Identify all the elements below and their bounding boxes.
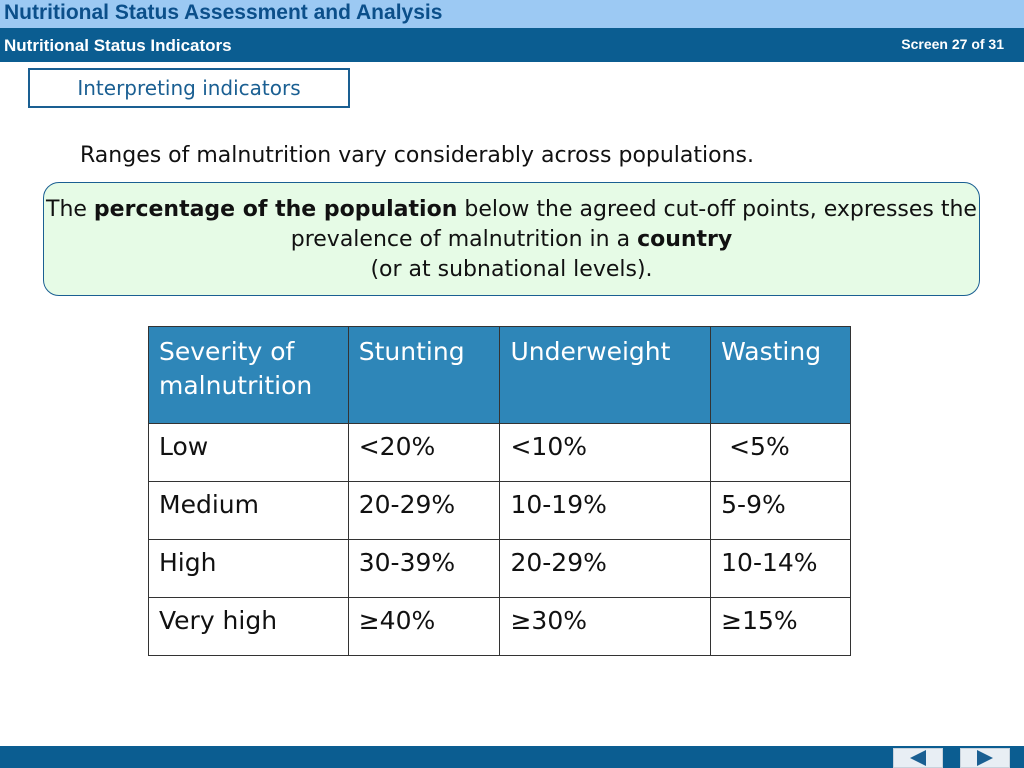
table-row: Low <20% <10% <5%: [148, 423, 851, 482]
header-severity: Severity of malnutrition: [148, 326, 349, 424]
callout-text-3: (or at subnational levels).: [370, 257, 653, 282]
table-cell: 10-14%: [710, 539, 851, 598]
table-cell: 20-29%: [347, 481, 501, 540]
table-cell: 5-9%: [710, 481, 851, 540]
table-row: Medium 20-29% 10-19% 5-9%: [148, 481, 851, 540]
intro-text: Ranges of malnutrition vary considerably…: [80, 143, 754, 168]
table-cell: <20%: [347, 423, 501, 482]
header-stunting: Stunting: [347, 326, 501, 424]
topic-label: Interpreting indicators: [77, 76, 301, 100]
table-cell: <10%: [499, 423, 712, 482]
footer-bar: [0, 746, 1024, 768]
header-underweight: Underweight: [499, 326, 712, 424]
table-cell: Low: [148, 423, 349, 482]
previous-screen-button[interactable]: [893, 748, 943, 768]
callout-bold-2: country: [637, 227, 733, 252]
table-cell: 20-29%: [499, 539, 712, 598]
table-header-row: Severity of malnutrition Stunting Underw…: [148, 326, 851, 424]
topic-box: Interpreting indicators: [28, 68, 350, 108]
definition-callout: The percentage of the population below t…: [43, 182, 980, 296]
table-cell: ≥15%: [710, 597, 851, 656]
course-title-bar: Nutritional Status Assessment and Analys…: [0, 0, 1024, 28]
callout-text-1: The: [46, 197, 94, 222]
table-cell: ≥30%: [499, 597, 712, 656]
screen-counter: Screen 27 of 31: [901, 36, 1004, 52]
callout-bold-1: percentage of the population: [93, 197, 458, 222]
table-cell: ≥40%: [347, 597, 501, 656]
table-row: High 30-39% 20-29% 10-14%: [148, 539, 851, 598]
next-screen-button[interactable]: [960, 748, 1010, 768]
section-title-bar: Nutritional Status Indicators Screen 27 …: [0, 28, 1024, 62]
table-cell: Very high: [148, 597, 349, 656]
table-cell: 10-19%: [499, 481, 712, 540]
table-cell: High: [148, 539, 349, 598]
triangle-left-icon: [910, 750, 926, 766]
header-wasting: Wasting: [710, 326, 851, 424]
triangle-right-icon: [977, 750, 993, 766]
table-cell: Medium: [148, 481, 349, 540]
section-title: Nutritional Status Indicators: [4, 36, 232, 55]
course-title: Nutritional Status Assessment and Analys…: [4, 1, 443, 24]
callout-text-2: below the agreed cut-off points, express…: [290, 197, 977, 252]
severity-table: Severity of malnutrition Stunting Underw…: [148, 326, 851, 656]
table-row: Very high ≥40% ≥30% ≥15%: [148, 597, 851, 656]
table-cell: <5%: [710, 423, 851, 482]
table-cell: 30-39%: [347, 539, 501, 598]
